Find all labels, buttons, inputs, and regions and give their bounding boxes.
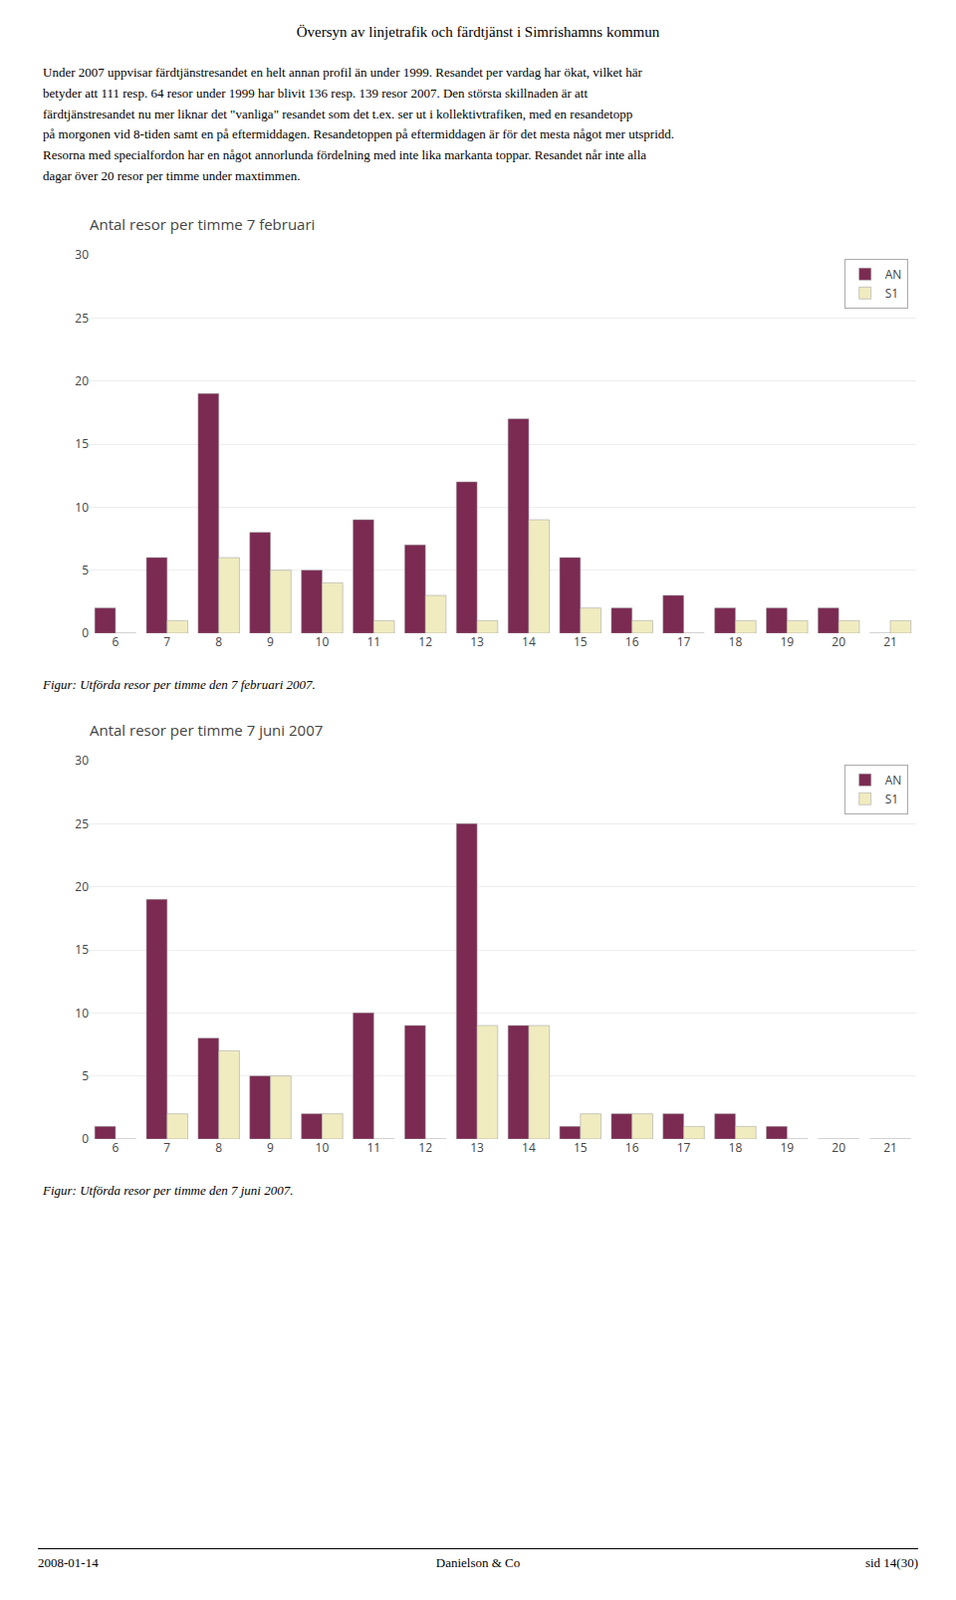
svg-text:5: 5 bbox=[81, 1067, 89, 1085]
svg-text:21: 21 bbox=[883, 1139, 898, 1157]
svg-text:19: 19 bbox=[779, 633, 794, 651]
svg-text:S1: S1 bbox=[885, 284, 899, 302]
svg-text:25: 25 bbox=[74, 814, 89, 832]
svg-text:20: 20 bbox=[831, 1139, 846, 1157]
svg-text:18: 18 bbox=[728, 1139, 743, 1157]
svg-text:16: 16 bbox=[625, 633, 640, 651]
svg-text:AN: AN bbox=[885, 265, 903, 283]
svg-text:13: 13 bbox=[470, 1139, 484, 1157]
svg-text:30: 30 bbox=[74, 245, 89, 263]
svg-text:18: 18 bbox=[728, 633, 743, 651]
svg-text:0: 0 bbox=[81, 1130, 89, 1148]
svg-text:7: 7 bbox=[163, 1139, 171, 1157]
svg-text:17: 17 bbox=[677, 1139, 692, 1157]
svg-text:Antal resor per timme 7 februa: Antal resor per timme 7 februari bbox=[89, 214, 315, 235]
html-text:dagar över 20 resor per timme: dagar över 20 resor per timme under maxt… bbox=[42, 168, 301, 184]
svg-text:16: 16 bbox=[625, 1139, 640, 1157]
svg-text:15: 15 bbox=[573, 633, 588, 651]
html-text:på morgonen vid 8-tiden samt e: på morgonen vid 8-tiden samt en på efter… bbox=[42, 126, 675, 142]
html-text:betyder att 111 resp. 64 resor: betyder att 111 resp. 64 resor under 199… bbox=[42, 85, 588, 101]
svg-text:9: 9 bbox=[266, 633, 274, 651]
svg-text:30: 30 bbox=[74, 751, 89, 769]
svg-text:10: 10 bbox=[315, 633, 330, 651]
svg-text:12: 12 bbox=[418, 1139, 433, 1157]
svg-text:10: 10 bbox=[74, 497, 89, 515]
svg-text:AN: AN bbox=[885, 771, 903, 789]
html-text:Danielson & Co: Danielson & Co bbox=[435, 1555, 521, 1571]
svg-text:11: 11 bbox=[366, 1139, 381, 1157]
svg-text:20: 20 bbox=[74, 878, 89, 896]
html-text:färdtjänstresandet nu mer likn: färdtjänstresandet nu mer liknar det "va… bbox=[42, 106, 633, 122]
svg-text:17: 17 bbox=[677, 633, 692, 651]
svg-text:7: 7 bbox=[163, 633, 171, 651]
html-text:Under 2007 uppvisar färdtjänst: Under 2007 uppvisar färdtjänstresandet e… bbox=[42, 64, 643, 80]
svg-text:21: 21 bbox=[883, 633, 898, 651]
svg-text:14: 14 bbox=[521, 1139, 536, 1157]
svg-text:6: 6 bbox=[112, 1139, 120, 1157]
html-text:Resorna med specialfordon har: Resorna med specialfordon har en något a… bbox=[42, 147, 647, 163]
html-text:Översyn av linjetrafik och fär: Översyn av linjetrafik och färdtjänst i … bbox=[296, 23, 660, 40]
svg-text:19: 19 bbox=[779, 1139, 794, 1157]
svg-text:S1: S1 bbox=[885, 790, 899, 808]
svg-text:25: 25 bbox=[74, 308, 89, 326]
html-text:Figur: Utförda resor per timme: Figur: Utförda resor per timme den 7 jun… bbox=[42, 1182, 294, 1198]
svg-text:13: 13 bbox=[470, 633, 484, 651]
svg-text:Antal resor per timme 7 juni 2: Antal resor per timme 7 juni 2007 bbox=[89, 719, 323, 740]
svg-text:8: 8 bbox=[215, 633, 223, 651]
svg-text:10: 10 bbox=[315, 1139, 330, 1157]
svg-text:9: 9 bbox=[266, 1139, 274, 1157]
html-text:2008-01-14: 2008-01-14 bbox=[37, 1555, 99, 1571]
html-text:sid 14(30): sid 14(30) bbox=[865, 1555, 919, 1571]
svg-text:8: 8 bbox=[215, 1139, 223, 1157]
svg-text:15: 15 bbox=[74, 941, 89, 958]
svg-text:11: 11 bbox=[366, 633, 381, 651]
svg-text:6: 6 bbox=[112, 633, 120, 651]
svg-text:15: 15 bbox=[573, 1139, 588, 1157]
svg-text:20: 20 bbox=[74, 372, 89, 390]
svg-text:20: 20 bbox=[831, 633, 846, 651]
svg-text:12: 12 bbox=[418, 633, 433, 651]
html-text:Figur: Utförda resor per timme: Figur: Utförda resor per timme den 7 feb… bbox=[42, 676, 316, 692]
svg-text:5: 5 bbox=[81, 561, 89, 579]
svg-text:14: 14 bbox=[521, 633, 536, 651]
svg-text:15: 15 bbox=[74, 435, 89, 453]
svg-text:10: 10 bbox=[74, 1003, 89, 1021]
svg-text:0: 0 bbox=[81, 624, 89, 642]
